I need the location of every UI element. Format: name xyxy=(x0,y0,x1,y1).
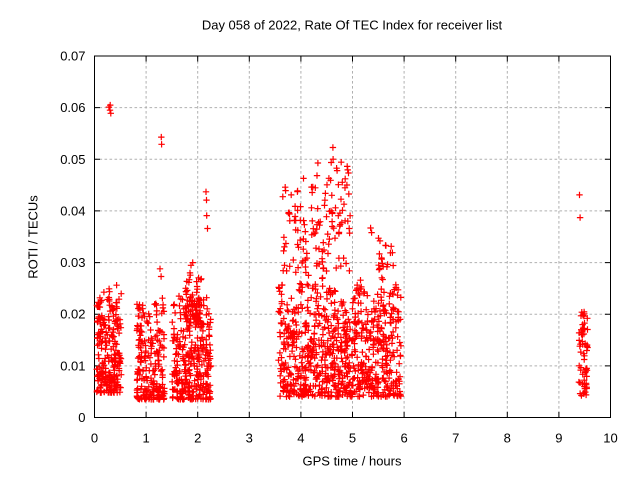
x-tick-label: 1 xyxy=(142,431,149,446)
x-tick-label: 6 xyxy=(400,431,407,446)
x-tick-label: 0 xyxy=(91,431,98,446)
y-tick-label: 0.06 xyxy=(60,100,85,115)
x-tick-label: 9 xyxy=(555,431,562,446)
chart-title: Day 058 of 2022, Rate Of TEC Index for r… xyxy=(201,17,503,33)
x-tick-label: 3 xyxy=(246,431,253,446)
y-tick-label: 0.04 xyxy=(60,203,85,218)
y-tick-label: 0.02 xyxy=(60,307,85,322)
x-tick-label: 2 xyxy=(194,431,201,446)
x-tick-label: 7 xyxy=(452,431,459,446)
x-tick-label: 4 xyxy=(297,431,304,446)
grid-lines xyxy=(94,56,611,418)
y-tick-label: 0 xyxy=(78,410,85,425)
y-tick-label: 0.05 xyxy=(60,152,85,167)
tick-marks xyxy=(94,55,611,418)
x-tick-label: 8 xyxy=(504,431,511,446)
roti-data-points xyxy=(93,101,591,403)
y-tick-label: 0.03 xyxy=(60,255,85,270)
y-tick-label: 0.01 xyxy=(60,358,85,373)
x-axis-label: GPS time / hours xyxy=(302,453,402,469)
y-tick-label: 0.07 xyxy=(60,49,85,64)
x-tick-label: 5 xyxy=(349,431,356,446)
x-tick-label: 10 xyxy=(603,431,617,446)
